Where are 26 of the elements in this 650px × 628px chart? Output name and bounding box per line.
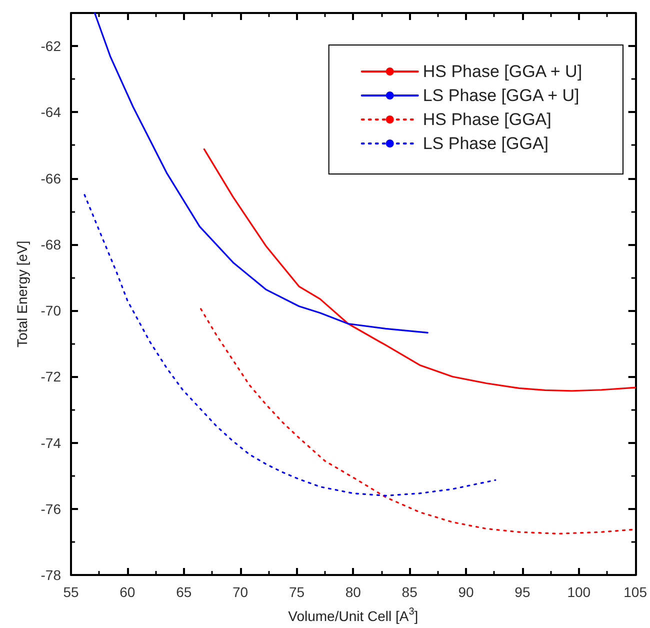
x-tick-label: 90 — [458, 584, 474, 600]
y-axis-title: Total Energy [eV] — [14, 240, 30, 348]
x-tick-label: 95 — [514, 584, 530, 600]
y-tick-label: -68 — [40, 236, 62, 252]
line-series — [84, 194, 496, 496]
x-tick-label: 55 — [63, 584, 79, 600]
y-tick-label: -62 — [40, 38, 62, 54]
x-tick-label: 100 — [567, 584, 591, 600]
x-tick-label: 105 — [624, 584, 648, 600]
y-tick-label: -64 — [40, 104, 62, 120]
x-tick-label: 80 — [345, 584, 362, 600]
x-tick-label: 85 — [402, 584, 418, 600]
y-tick-label: -70 — [40, 302, 62, 319]
y-tick-label: -72 — [40, 368, 62, 385]
legend-label: HS Phase [GGA] — [422, 110, 552, 129]
y-tick-label: -66 — [40, 170, 62, 186]
x-tick-label: 65 — [176, 584, 192, 600]
legend-label: LS Phase [GGA + U] — [422, 86, 580, 105]
y-tick-label: -78 — [40, 567, 62, 583]
y-tick-label: -76 — [40, 500, 62, 517]
x-tick-label: 60 — [120, 584, 136, 600]
legend-label: LS Phase [GGA] — [422, 134, 549, 153]
x-tick-label: 75 — [288, 584, 305, 600]
legend-label: HS Phase [GGA + U] — [422, 62, 582, 81]
x-tick-label: 70 — [232, 584, 248, 600]
y-tick-label: -74 — [40, 434, 62, 451]
